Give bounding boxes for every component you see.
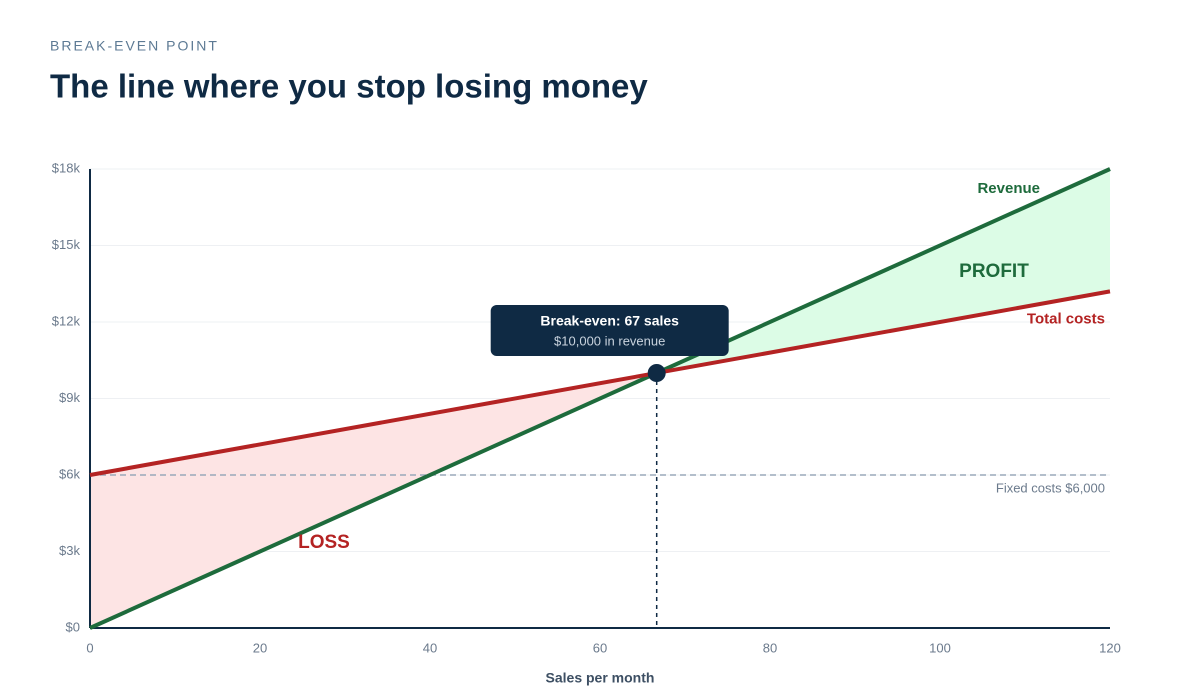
series-line <box>89 289 1111 477</box>
y-tick-label: $0 <box>66 619 80 634</box>
tooltip-title: Break-even: 67 sales <box>540 313 679 329</box>
tooltip-box <box>490 305 729 356</box>
tooltip-subtitle: $10,000 in revenue <box>554 333 665 348</box>
x-tick-label: 20 <box>253 640 267 655</box>
x-tick-label: 100 <box>929 640 951 655</box>
fixed-costs-label: Fixed costs $6,000 <box>996 480 1105 495</box>
x-tick-label: 60 <box>593 640 607 655</box>
legend-label: Revenue <box>977 180 1040 197</box>
chart-title: The line where you stop losing money <box>50 68 648 105</box>
series-line <box>89 167 1111 630</box>
y-tick-label: $9k <box>59 390 80 405</box>
kicker: BREAK-EVEN POINT <box>50 38 219 54</box>
y-tick-label: $12k <box>52 313 81 328</box>
loss-label: LOSS <box>298 532 350 553</box>
y-tick-label: $6k <box>59 466 80 481</box>
legend-label: Total costs <box>1027 310 1105 327</box>
y-tick-label: $18k <box>52 160 81 175</box>
x-tick-label: 0 <box>86 640 93 655</box>
x-axis-label: Sales per month <box>546 670 655 686</box>
x-tick-label: 120 <box>1099 640 1121 655</box>
x-tick-label: 80 <box>763 640 777 655</box>
profit-label: PROFIT <box>959 261 1029 282</box>
y-tick-label: $15k <box>52 237 81 252</box>
break-even-point <box>647 364 666 382</box>
y-tick-label: $3k <box>59 543 80 558</box>
x-tick-label: 40 <box>423 640 437 655</box>
